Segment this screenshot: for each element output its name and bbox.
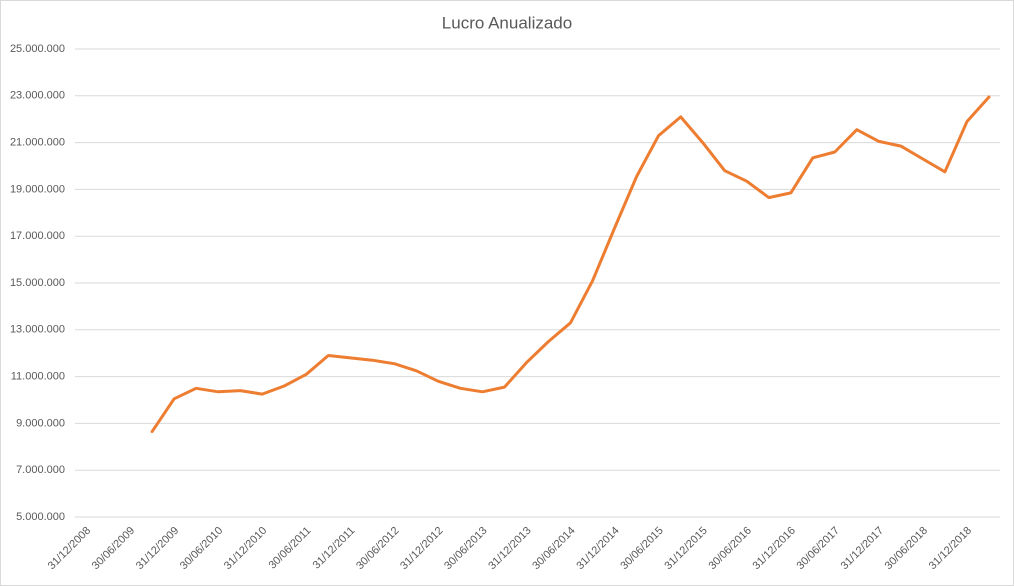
y-tick-label: 25.000.000 bbox=[10, 43, 65, 55]
y-tick-label: 19.000.000 bbox=[10, 183, 65, 195]
y-tick-label: 21.000.000 bbox=[10, 137, 65, 149]
y-tick-label: 9.000.000 bbox=[16, 417, 65, 429]
y-tick-label: 7.000.000 bbox=[16, 464, 65, 476]
chart-title: Lucro Anualizado bbox=[442, 13, 572, 32]
y-tick-label: 5.000.000 bbox=[16, 511, 65, 523]
line-series bbox=[150, 95, 991, 434]
y-tick-label: 11.000.000 bbox=[11, 371, 65, 383]
y-tick-label: 17.000.000 bbox=[10, 230, 65, 242]
y-tick-label: 15.000.000 bbox=[10, 277, 65, 289]
y-tick-label: 13.000.000 bbox=[10, 324, 65, 336]
y-tick-label: 23.000.000 bbox=[10, 90, 65, 102]
